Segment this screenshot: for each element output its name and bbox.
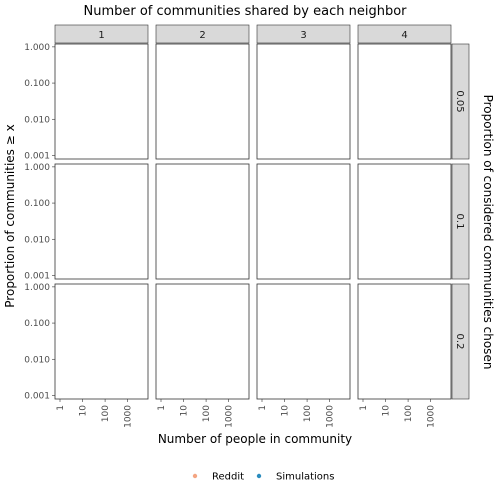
facet-panel [54,43,149,160]
facet-panel [357,43,452,160]
facet-panel [155,163,250,280]
y-tick-label: 0.001 [24,271,50,281]
y-tick-label: 0.001 [24,151,50,161]
panel-border [256,43,351,160]
x-tick-label: 10 [180,405,190,417]
panel-border [54,43,149,160]
column-strip-label: 1 [98,30,104,41]
x-tick-label: 1 [258,405,268,411]
panel-border [54,283,149,400]
x-tick-label: 10 [382,405,392,417]
legend-label-simulations: Simulations [276,472,334,483]
row-strip-label: 0.1 [454,214,465,230]
column-strip-label: 2 [199,30,205,41]
x-tick-label: 10 [79,405,89,417]
facet-panel [155,283,250,400]
y-tick-label: 0.010 [24,235,50,245]
y-tick-label: 1.000 [24,163,50,173]
x-tick-label: 1 [157,405,167,411]
panel-border [357,283,452,400]
facet-panel [155,43,250,160]
x-tick-label: 10 [281,405,291,417]
facet-panel [256,43,351,160]
y-tick-label: 0.001 [24,391,50,401]
right-facet-title: Proportion of considered communities cho… [481,95,495,370]
x-tick-label: 1 [359,405,369,411]
facet-panel [256,283,351,400]
row-strip-label: 0.2 [454,334,465,350]
y-tick-label: 0.100 [24,79,50,89]
column-strip [256,24,351,44]
column-strip-label: 4 [401,30,407,41]
x-tick-label: 1000 [427,405,437,428]
panel-border [357,43,452,160]
row-strip [451,43,470,160]
facet-panels: 1 2 3 4 0.05 0.1 0.2 0.001 0.010 0.100 1.000 0.001 0… [24,24,470,428]
column-strip [54,24,149,44]
y-tick-label: 0.010 [24,355,50,365]
x-tick-label: 1000 [124,405,134,428]
facet-panel [256,163,351,280]
x-tick-label: 1 [56,405,66,411]
panel-border [256,283,351,400]
facet-panel [54,283,149,400]
row-strip [451,283,470,400]
panel-border [54,163,149,280]
legend: Reddit Simulations [192,472,334,483]
x-axis-title: Number of people in community [158,432,352,446]
row-strip [451,163,470,280]
row-strip-label: 0.05 [454,90,465,112]
facet-panel [357,163,452,280]
y-tick-label: 0.010 [24,115,50,125]
panel-border [256,163,351,280]
y-tick-label: 1.000 [24,283,50,293]
panel-border [155,283,250,400]
chart-title: Number of communities shared by each nei… [83,4,407,19]
legend-key-simulations [256,473,262,479]
column-strip [155,24,250,44]
y-tick-label: 1.000 [24,43,50,53]
x-tick-label: 1000 [225,405,235,428]
x-tick-label: 100 [303,405,313,422]
facet-panel [54,163,149,280]
y-tick-label: 0.100 [24,319,50,329]
y-axis-title: Proportion of communities ≥ x [3,124,17,307]
column-strip [357,24,452,44]
legend-label-reddit: Reddit [212,472,244,483]
y-tick-label: 0.100 [24,199,50,209]
panel-border [155,43,250,160]
panel-border [155,163,250,280]
facet-panel [357,283,452,400]
x-tick-label: 100 [101,405,111,422]
panel-border [357,163,452,280]
x-tick-label: 1000 [326,405,336,428]
x-tick-label: 100 [202,405,212,422]
legend-key-reddit [192,473,198,479]
x-tick-label: 100 [404,405,414,422]
column-strip-label: 3 [300,30,306,41]
